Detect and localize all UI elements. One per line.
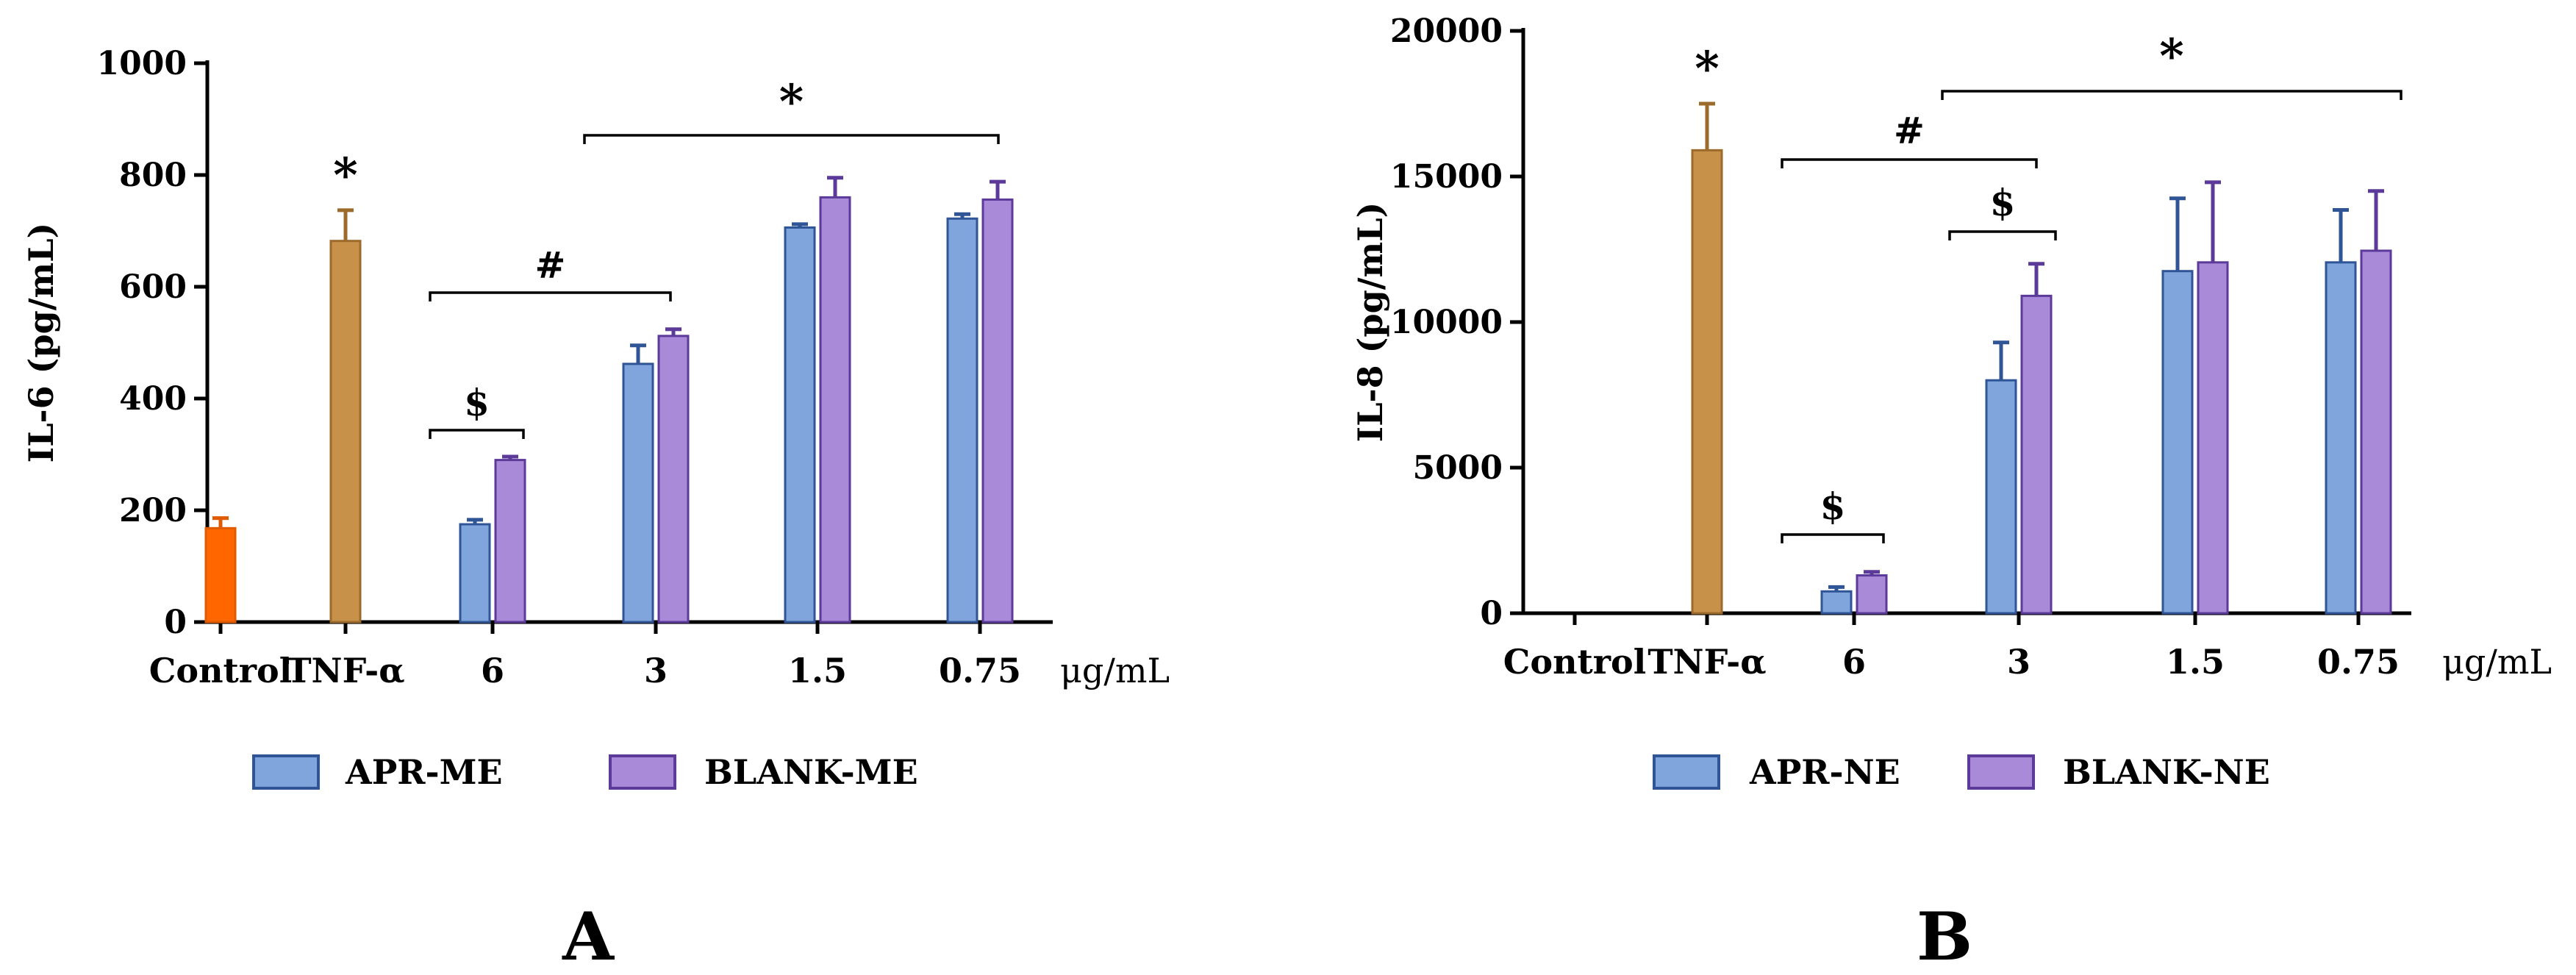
legend-label: BLANK-NE	[2063, 752, 2270, 792]
bar-blank-me	[981, 198, 1014, 624]
significance-star: *	[1695, 41, 1719, 96]
x-tick-label: 6	[481, 651, 504, 690]
x-tick-label: 3	[644, 651, 668, 690]
y-tick-label: 15000	[1390, 158, 1503, 196]
x-tick-label: 3	[2007, 642, 2031, 682]
significance-bracket	[429, 429, 525, 439]
bar-apr-me	[946, 217, 978, 624]
y-tick-label: 600	[119, 268, 187, 306]
x-tick-label: 1.5	[2166, 642, 2225, 682]
bar-blank-me	[657, 335, 690, 624]
significance-label: #	[535, 243, 566, 287]
bar-apr-ne	[1820, 590, 1853, 615]
legend-label: APR-ME	[345, 752, 503, 792]
x-tick-label: 0.75	[2317, 642, 2400, 682]
bar-apr-me	[459, 523, 491, 624]
bar-blank-me	[819, 196, 851, 624]
significance-bracket	[1941, 90, 2403, 100]
significance-star: *	[333, 148, 357, 203]
x-tick-label: Control	[1503, 642, 1646, 682]
legend-swatch	[1653, 754, 1720, 790]
x-tick-label: TNF-α	[1647, 642, 1766, 682]
chart-panel-b: 0 5000 10000 15000 20000 Control TNF-α 6 3 1.5 0.7…	[1350, 12, 2552, 975]
y-tick-label: 0	[164, 604, 187, 641]
unit-label: μg/mL	[2442, 642, 2552, 682]
significance-label: $	[1820, 485, 1846, 528]
y-tick-label: 1000	[97, 45, 187, 82]
legend-swatch	[609, 754, 676, 790]
significance-bracket	[1781, 533, 1885, 543]
significance-label: *	[2159, 29, 2183, 84]
x-tick-label: 6	[1842, 642, 1866, 682]
legend-label: APR-NE	[1749, 752, 1900, 792]
bar-blank-ne	[1856, 574, 1888, 615]
panel-label: A	[562, 898, 615, 975]
bar-tnf-alpha	[329, 240, 362, 624]
significance-label: *	[779, 74, 804, 129]
x-tick-label: Control	[149, 651, 292, 690]
y-tick-label: 10000	[1390, 304, 1503, 341]
bar-apr-ne	[2161, 270, 2194, 615]
y-tick-label: 800	[119, 157, 187, 194]
y-tick-label: 5000	[1413, 449, 1503, 487]
bar-control	[204, 526, 237, 624]
bar-apr-ne	[2325, 261, 2357, 615]
bar-apr-me	[622, 362, 654, 624]
bar-blank-me	[494, 459, 526, 624]
legend-swatch	[1967, 754, 2035, 790]
y-tick-label: 20000	[1390, 12, 1503, 50]
y-axis-label: IL-8 (pg/mL)	[1350, 202, 1390, 443]
significance-bracket	[429, 291, 672, 301]
bar-blank-ne	[2020, 294, 2053, 615]
bar-blank-ne	[2360, 249, 2392, 615]
bar-apr-ne	[1985, 379, 2017, 615]
panel-label: B	[1917, 898, 1972, 975]
unit-label: μg/mL	[1060, 651, 1170, 690]
x-tick-label: 1.5	[788, 651, 847, 690]
x-tick-label: 0.75	[939, 651, 1021, 690]
x-tick-label: TNF-α	[286, 651, 404, 690]
legend-label: BLANK-ME	[704, 752, 918, 792]
y-tick-label: 200	[119, 492, 187, 529]
y-axis-label: IL-6 (pg/mL)	[21, 223, 61, 463]
significance-label: #	[1894, 109, 1925, 152]
y-tick-label: 400	[119, 380, 187, 418]
y-tick-label: 0	[1480, 595, 1503, 632]
significance-bracket	[1781, 158, 2038, 168]
legend-swatch	[252, 754, 320, 790]
significance-bracket	[583, 134, 1000, 144]
significance-label: $	[464, 381, 490, 424]
bar-blank-ne	[2197, 261, 2229, 615]
significance-label: $	[1990, 181, 2016, 224]
significance-bracket	[1948, 230, 2057, 240]
bar-tnf-alpha	[1691, 149, 1723, 615]
bar-apr-me	[784, 226, 816, 624]
